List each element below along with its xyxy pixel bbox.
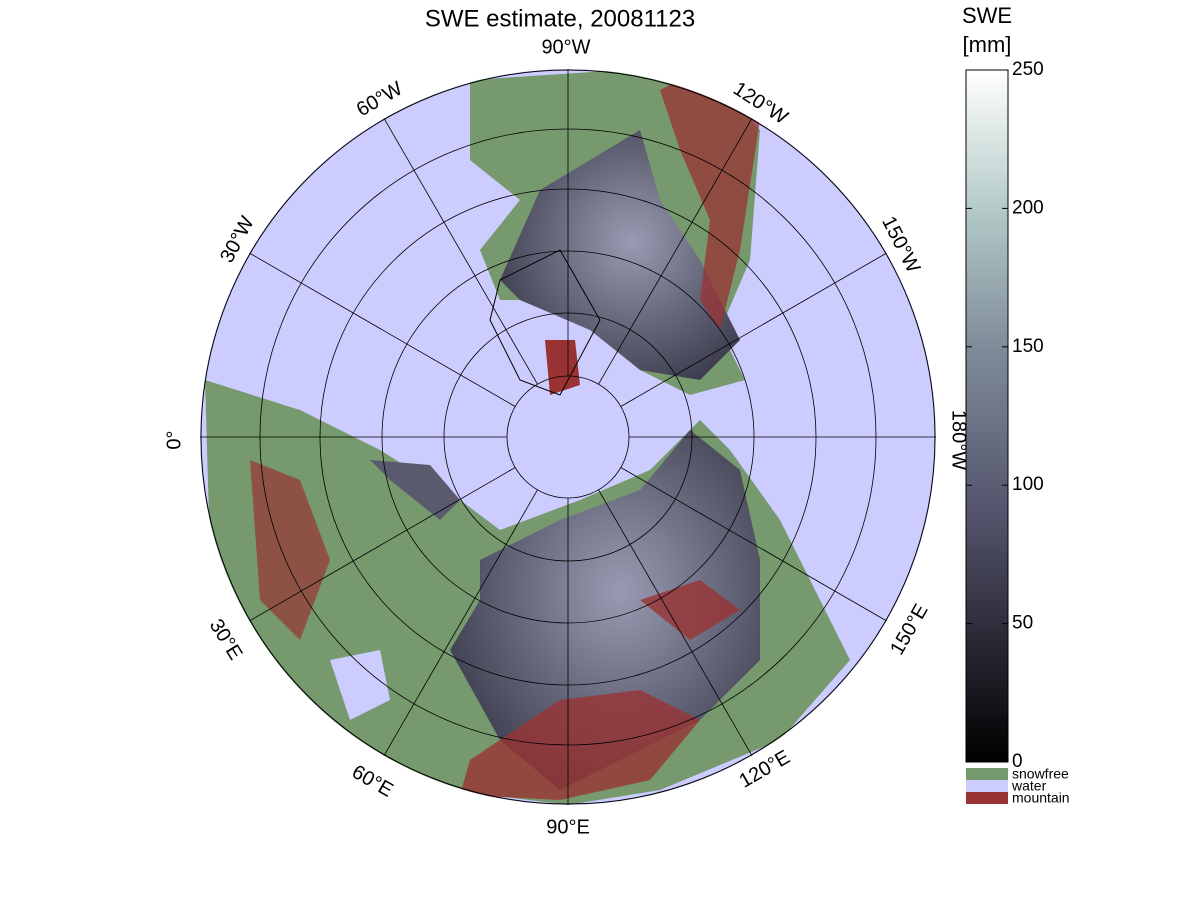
- snow-cover: [450, 430, 760, 790]
- legend-swatch: [966, 780, 1008, 792]
- meridian: [249, 252, 516, 407]
- meridian: [620, 252, 887, 407]
- meridian: [383, 118, 538, 385]
- tick-label: 250: [1012, 59, 1044, 80]
- graticule: [200, 69, 936, 805]
- legend-label: water: [1011, 778, 1047, 794]
- legend-swatch: [966, 768, 1008, 780]
- map-border: [200, 69, 936, 805]
- sea: [330, 650, 390, 720]
- meridian: [620, 467, 887, 622]
- longitude-label: 180°W: [948, 410, 970, 470]
- tick-label: 100: [1012, 474, 1044, 495]
- legend-label: mountain: [1012, 790, 1070, 806]
- legend-label: snowfree: [1012, 766, 1069, 782]
- tick-label: 150: [1012, 336, 1044, 357]
- map: [200, 69, 936, 805]
- tick-label: 0: [1012, 751, 1023, 772]
- longitude-label: 90°W: [541, 36, 590, 58]
- mountain: [250, 460, 330, 640]
- mountain: [640, 580, 740, 640]
- colorbar-axis: 0 50 100 150 200 250: [966, 59, 1044, 772]
- longitude-label: 90°E: [546, 816, 590, 838]
- longitude-label: 0°: [163, 430, 185, 449]
- meridian: [598, 118, 753, 385]
- snow-cover: [370, 460, 460, 520]
- longitude-label: 30°E: [205, 615, 247, 664]
- snow-cover: [500, 130, 740, 380]
- tick-label: 200: [1012, 197, 1044, 218]
- meridian: [598, 489, 753, 756]
- coastline: [489, 249, 601, 396]
- colorbar-title: [mm]: [963, 32, 1012, 57]
- colorbar: [965, 69, 1009, 763]
- meridian: [383, 489, 538, 756]
- title: SWE estimate, 20081123: [425, 5, 695, 32]
- tick-label: 50: [1012, 613, 1033, 634]
- mountain: [545, 340, 580, 395]
- mountain: [660, 70, 760, 330]
- colorbar-title: SWE: [962, 3, 1012, 28]
- longitude-label: 60°E: [348, 761, 397, 802]
- meridian: [249, 467, 516, 622]
- legend-swatch: [966, 792, 1008, 804]
